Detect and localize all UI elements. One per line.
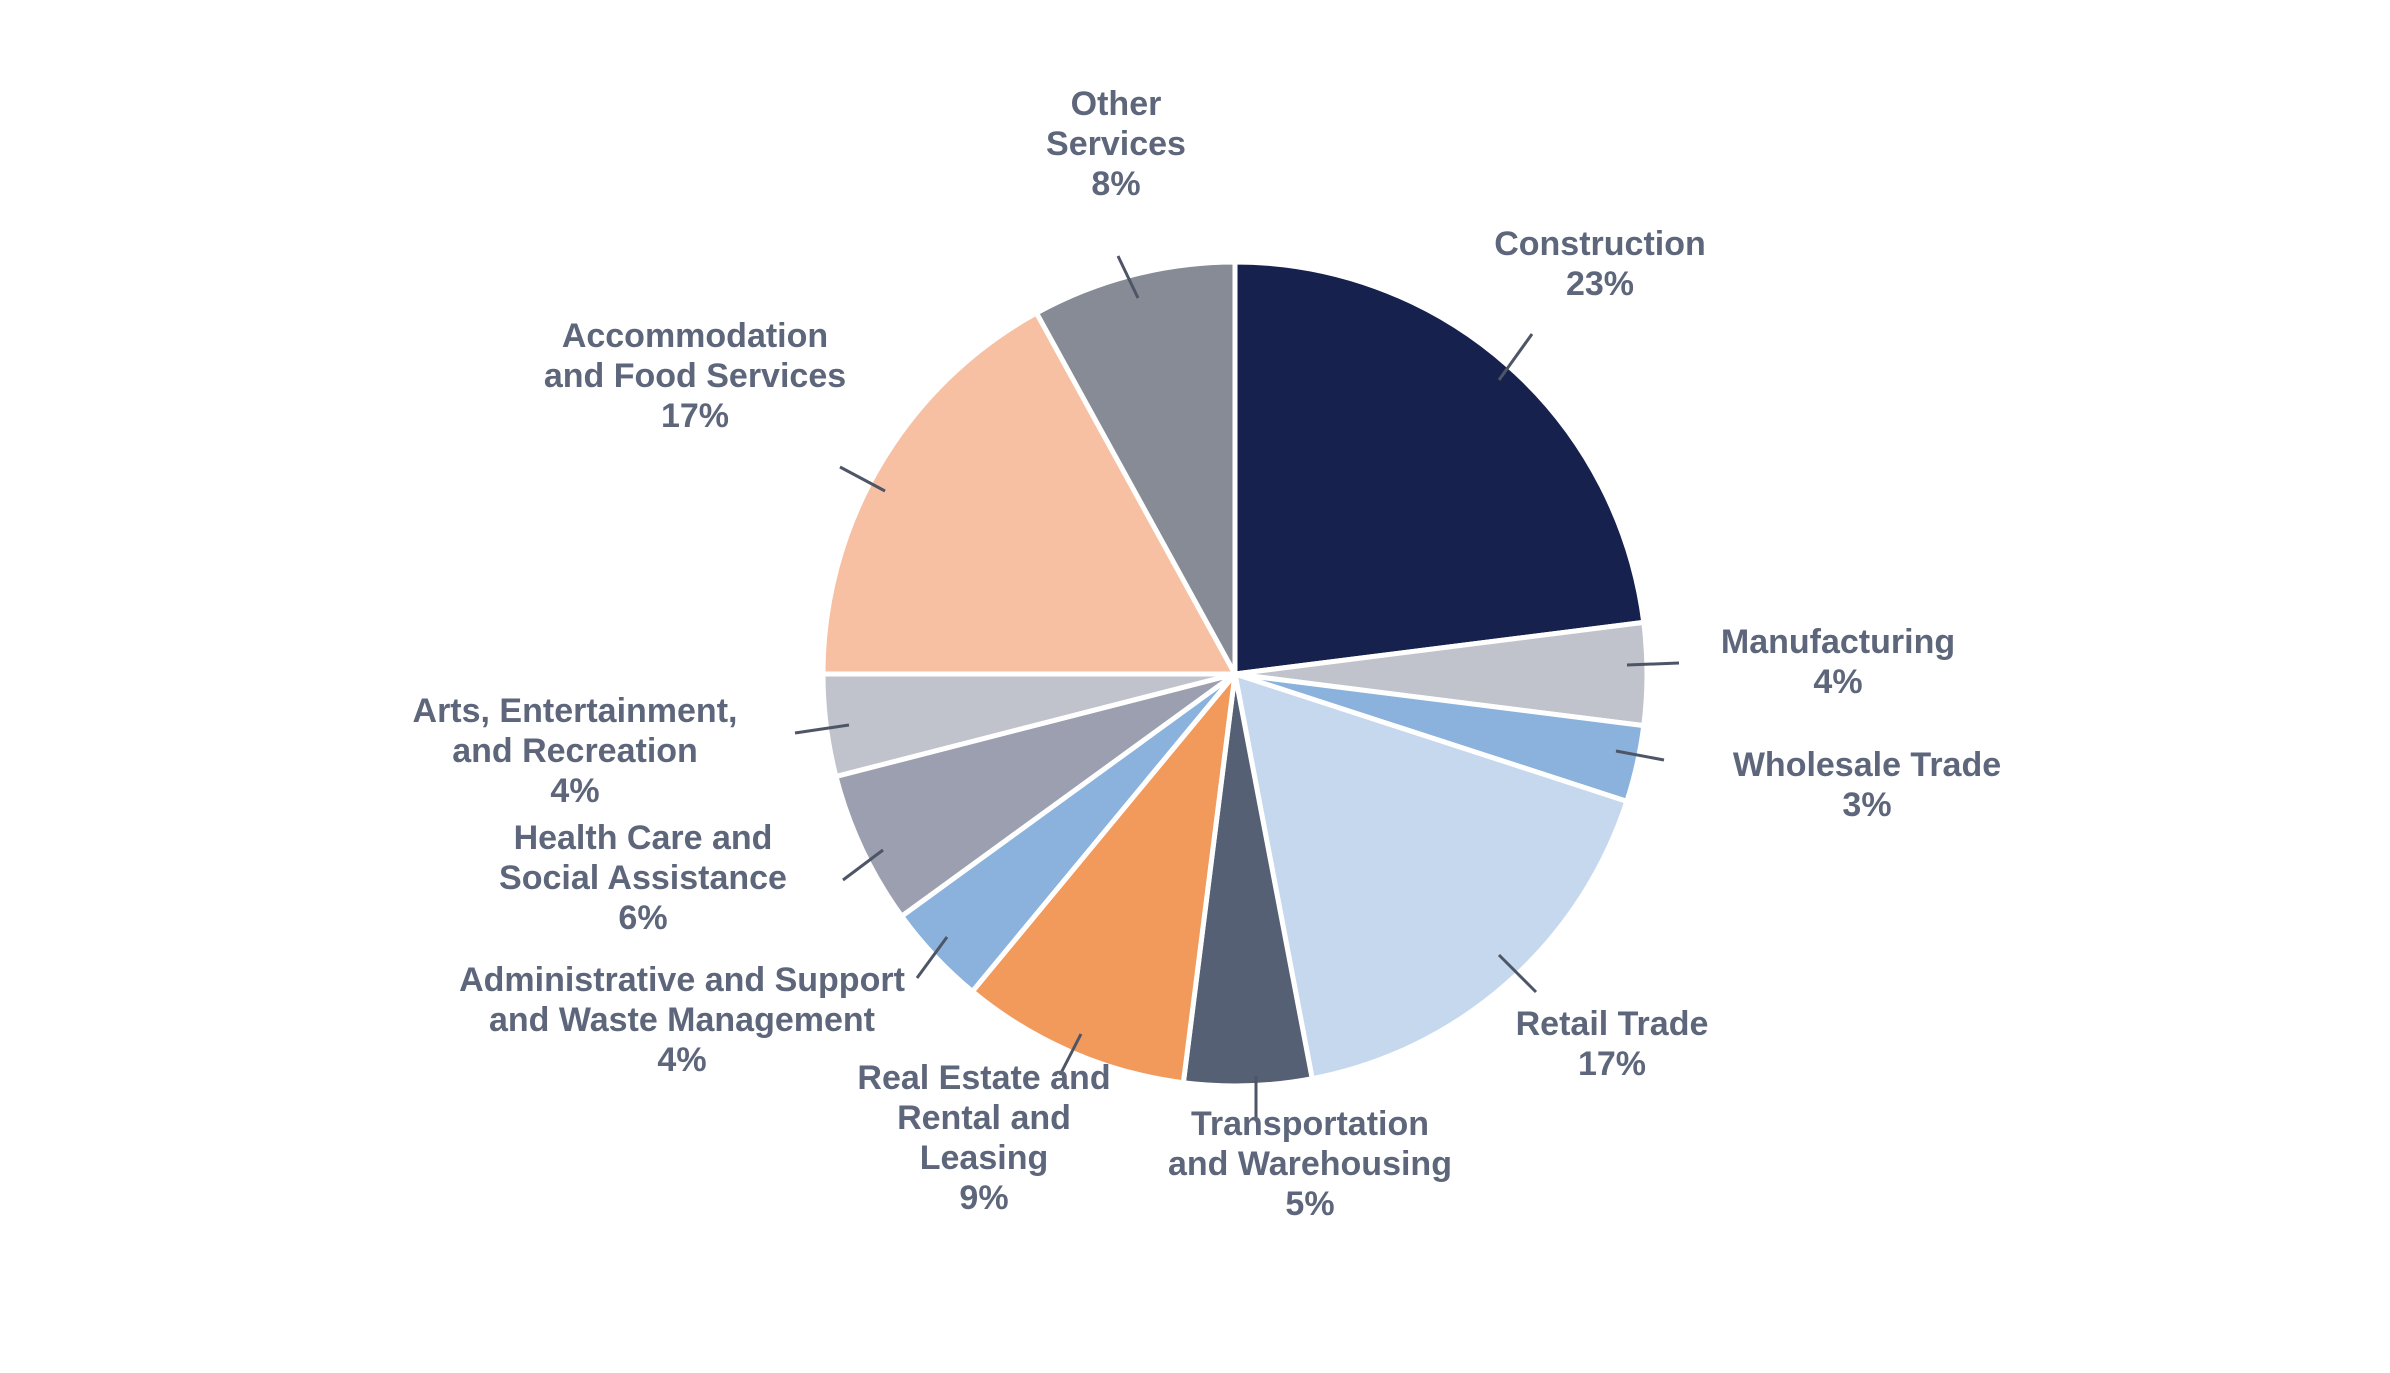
slices-layer xyxy=(820,259,1650,1089)
slice-percent-administrative-and-support-and-waste-management: 4% xyxy=(657,1041,706,1079)
slice-label-retail-trade: Retail Trade 17% xyxy=(1516,1005,1709,1083)
slice-label-wholesale-trade: Wholesale Trade 3% xyxy=(1733,746,2001,824)
leader-line-wholesale-trade xyxy=(1615,749,1665,762)
slice-percent-arts-entertainment-and-recreation: 4% xyxy=(550,772,599,810)
slice-percent-construction: 23% xyxy=(1566,265,1634,303)
slice-label-arts-entertainment-and-recreation: Arts, Entertainment, and Recreation 4% xyxy=(413,692,738,810)
slice-label-line-construction: Construction xyxy=(1494,225,1706,263)
slice-label-line-other-services: Other xyxy=(1071,85,1162,123)
pie-slice-health-care-and-social-assistance xyxy=(833,671,1238,919)
pie-slice-other-services xyxy=(1034,259,1238,677)
slice-percent-other-services: 8% xyxy=(1091,165,1140,203)
slice-percent-accommodation-and-food-services: 17% xyxy=(661,397,729,435)
slice-label-transportation-and-warehousing: Transportation and Warehousing 5% xyxy=(1168,1105,1452,1223)
slice-label-line-administrative-and-support-and-waste-management: Administrative and Support xyxy=(459,961,905,999)
slice-label-line-manufacturing: Manufacturing xyxy=(1721,623,1955,661)
leaders-layer xyxy=(794,255,1680,1118)
slice-label-line-transportation-and-warehousing: Transportation xyxy=(1191,1105,1429,1143)
leader-line-accommodation-and-food-services xyxy=(839,465,886,493)
slice-label-other-services: Other Services 8% xyxy=(1046,85,1186,203)
pie-slice-accommodation-and-food-services xyxy=(820,310,1238,677)
slice-label-line-accommodation-and-food-services: and Food Services xyxy=(544,357,846,395)
slice-label-real-estate-and-rental-and-leasing: Real Estate and Rental and Leasing 9% xyxy=(857,1059,1110,1217)
slice-percent-real-estate-and-rental-and-leasing: 9% xyxy=(959,1179,1008,1217)
slice-percent-wholesale-trade: 3% xyxy=(1842,786,1891,824)
leader-line-construction xyxy=(1497,333,1534,381)
slice-label-line-real-estate-and-rental-and-leasing: Rental and xyxy=(897,1099,1071,1137)
pie-slice-construction xyxy=(1232,259,1647,677)
slice-label-line-wholesale-trade: Wholesale Trade xyxy=(1733,746,2001,784)
leader-line-retail-trade xyxy=(1497,953,1538,994)
slice-label-line-arts-entertainment-and-recreation: Arts, Entertainment, xyxy=(413,692,738,730)
slice-percent-retail-trade: 17% xyxy=(1578,1045,1646,1083)
slice-percent-health-care-and-social-assistance: 6% xyxy=(618,899,667,937)
leader-line-health-care-and-social-assistance xyxy=(842,848,884,882)
slice-label-line-arts-entertainment-and-recreation: and Recreation xyxy=(452,732,698,770)
slice-percent-manufacturing: 4% xyxy=(1813,663,1862,701)
slice-label-administrative-and-support-and-waste-management: Administrative and Support and Waste Mana… xyxy=(459,961,905,1079)
slice-label-line-transportation-and-warehousing: and Warehousing xyxy=(1168,1145,1452,1183)
slice-label-line-health-care-and-social-assistance: Health Care and xyxy=(514,819,773,857)
slice-label-accommodation-and-food-services: Accommodation and Food Services 17% xyxy=(544,317,846,435)
slice-label-line-administrative-and-support-and-waste-management: and Waste Management xyxy=(489,1001,875,1039)
pie-slice-retail-trade xyxy=(1232,671,1630,1082)
slice-label-line-real-estate-and-rental-and-leasing: Leasing xyxy=(920,1139,1048,1177)
slice-label-line-accommodation-and-food-services: Accommodation xyxy=(562,317,828,355)
slice-label-line-real-estate-and-rental-and-leasing: Real Estate and xyxy=(857,1059,1110,1097)
slice-label-manufacturing: Manufacturing 4% xyxy=(1721,623,1955,701)
leader-line-administrative-and-support-and-waste-management xyxy=(915,936,949,979)
leader-line-other-services xyxy=(1116,255,1140,299)
slice-label-health-care-and-social-assistance: Health Care and Social Assistance 6% xyxy=(499,819,787,937)
leader-line-arts-entertainment-and-recreation xyxy=(794,723,850,735)
labels-layer: Construction 23%Manufacturing 4%Wholesale … xyxy=(413,85,2002,1223)
slice-label-line-retail-trade: Retail Trade xyxy=(1516,1005,1709,1043)
leader-line-manufacturing xyxy=(1626,661,1680,667)
slice-percent-transportation-and-warehousing: 5% xyxy=(1285,1185,1334,1223)
slice-label-line-other-services: Services xyxy=(1046,125,1186,163)
slice-label-line-health-care-and-social-assistance: Social Assistance xyxy=(499,859,787,897)
slice-label-construction: Construction 23% xyxy=(1494,225,1706,303)
leader-line-real-estate-and-rental-and-leasing xyxy=(1058,1033,1083,1076)
